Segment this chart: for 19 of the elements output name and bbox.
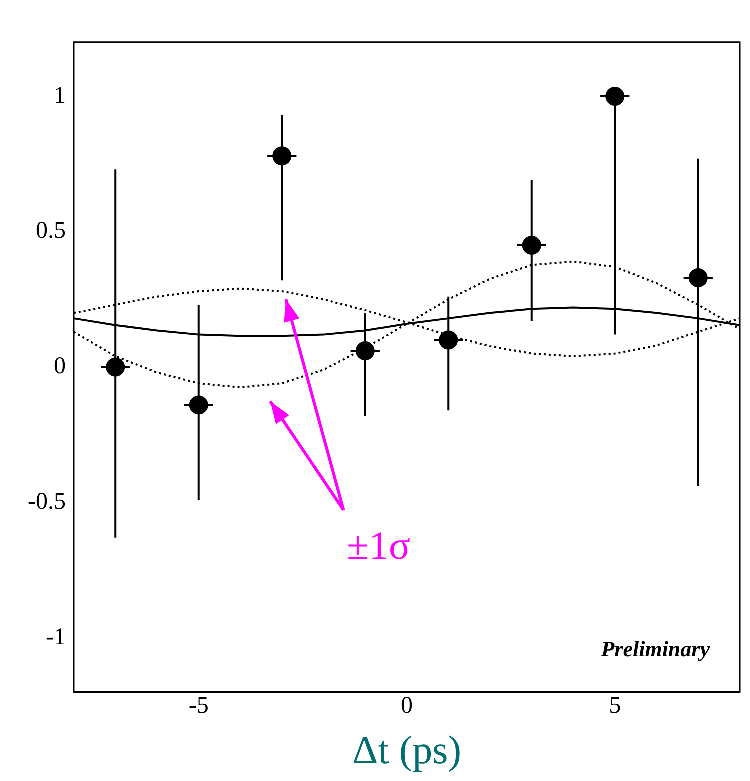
point bbox=[522, 236, 542, 255]
x-axis-title: Δt (ps) bbox=[352, 728, 462, 772]
point bbox=[439, 330, 458, 350]
point bbox=[272, 146, 292, 166]
point bbox=[356, 342, 375, 361]
annotation: ±1σ bbox=[347, 522, 411, 568]
y-tick-label: 1 bbox=[54, 82, 66, 109]
annotation: Preliminary bbox=[600, 636, 710, 662]
x-tick-label: -5 bbox=[188, 692, 209, 719]
x-tick-label: 0 bbox=[400, 692, 413, 719]
point bbox=[606, 87, 625, 106]
point bbox=[106, 358, 126, 377]
y-tick-label: 0.5 bbox=[36, 218, 66, 244]
y-tick-label: -1 bbox=[46, 624, 66, 650]
point bbox=[688, 268, 708, 288]
y-tick-label: -0.5 bbox=[28, 488, 66, 515]
x-tick-label: 5 bbox=[609, 692, 622, 719]
y-tick-label: 0 bbox=[54, 354, 66, 380]
point bbox=[189, 396, 208, 415]
